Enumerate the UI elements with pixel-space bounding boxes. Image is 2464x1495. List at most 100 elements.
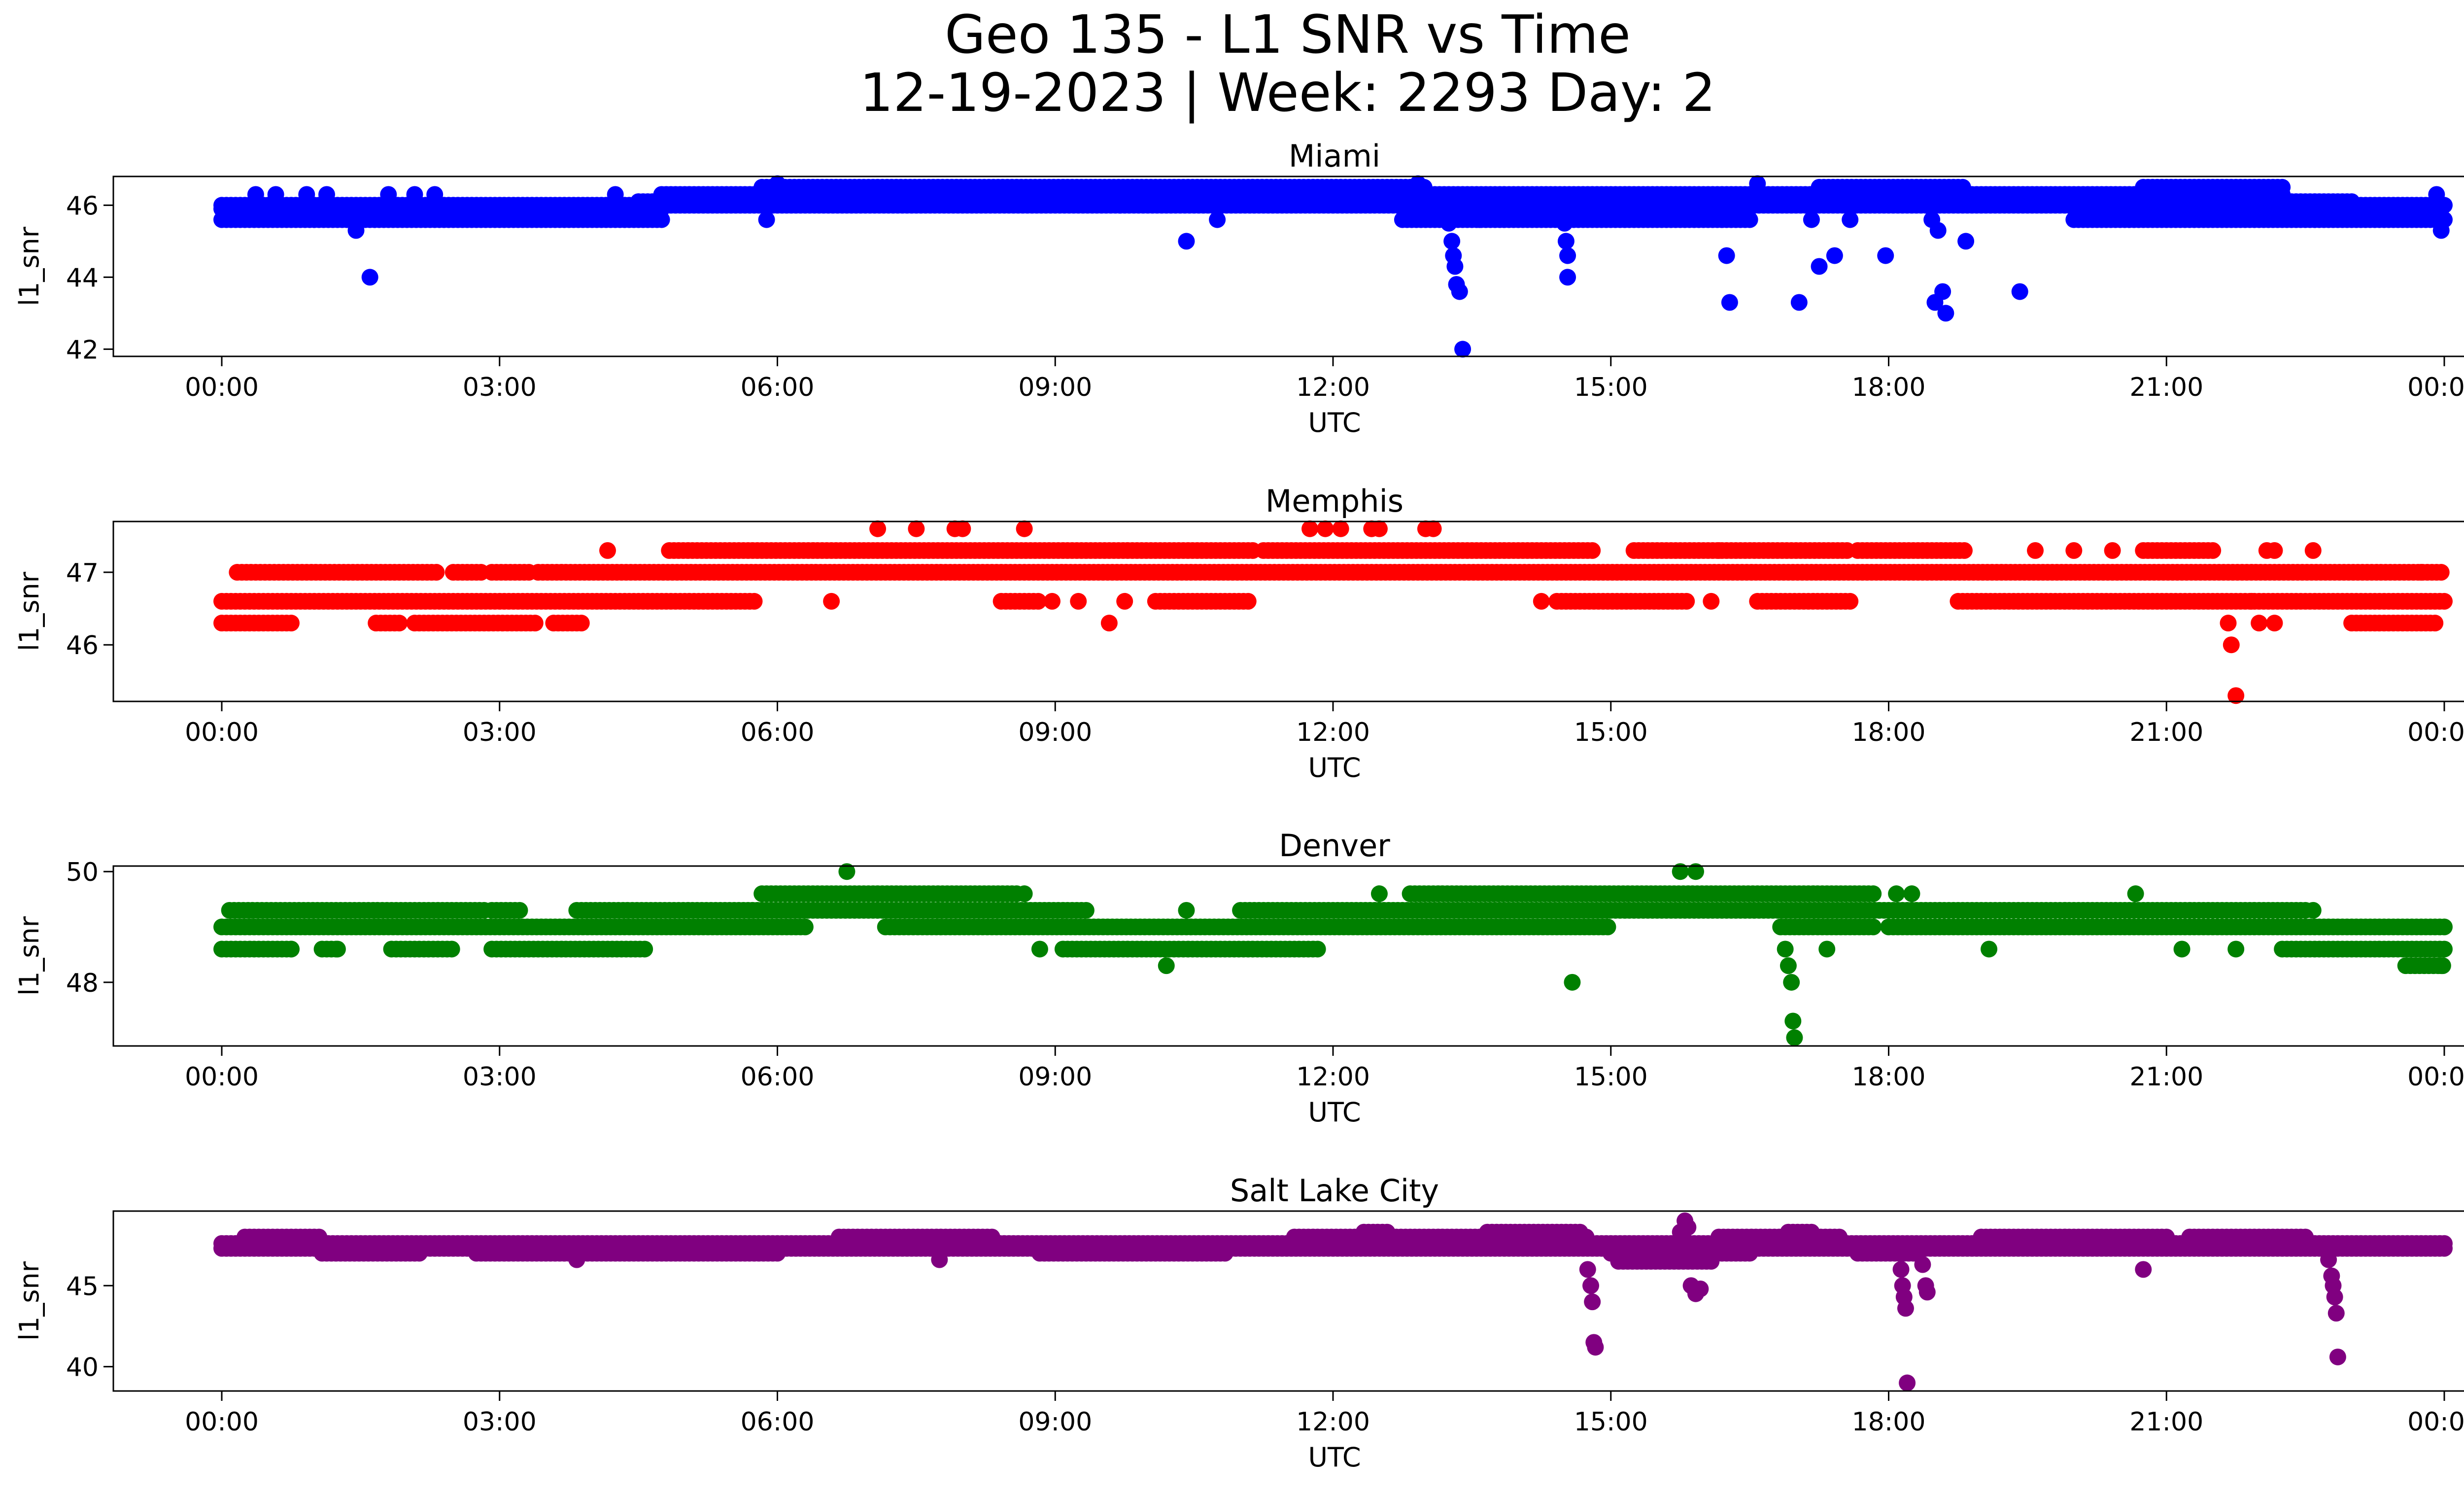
x-tick-label: 21:00 (2129, 1062, 2203, 1092)
data-point (1718, 247, 1735, 264)
y-tick-label: 47 (66, 558, 99, 588)
data-point (1446, 258, 1464, 275)
data-point (347, 222, 365, 239)
data-point (428, 564, 445, 581)
data-point (2227, 940, 2245, 958)
data-point (2266, 542, 2283, 559)
data-point (1584, 542, 1601, 559)
data-point (599, 542, 616, 559)
data-point (1409, 175, 1427, 192)
x-tick-label: 18:00 (1852, 718, 1926, 747)
data-point (2432, 957, 2450, 974)
data-point (1370, 885, 1388, 903)
subplot-title: Miami (1289, 138, 1380, 174)
data-point (1043, 592, 1061, 610)
data-point (2266, 615, 2283, 632)
data-point (1842, 211, 1859, 228)
data-point (406, 186, 423, 203)
data-point (1784, 1012, 1802, 1030)
data-point (1559, 247, 1576, 264)
data-point (1865, 885, 1882, 903)
x-axis-label: UTC (1308, 752, 1361, 783)
data-point (1783, 973, 1800, 991)
data-point (282, 940, 300, 958)
data-point (2223, 636, 2240, 654)
subplot-title: Salt Lake City (1230, 1173, 1439, 1209)
data-point (1077, 902, 1095, 919)
x-tick-label: 00:00 (185, 1062, 259, 1092)
data-point (1451, 283, 1468, 300)
data-point (2436, 918, 2453, 936)
x-tick-label: 18:00 (1852, 373, 1926, 402)
data-point (1937, 305, 1954, 322)
data-point (1981, 940, 1998, 958)
data-point (1158, 957, 1175, 974)
data-point (2274, 178, 2291, 196)
data-point (1790, 294, 1808, 311)
data-point (2413, 564, 2430, 581)
y-tick-label: 42 (66, 335, 99, 365)
x-tick-label: 06:00 (741, 1062, 815, 1092)
x-tick-label: 15:00 (1574, 373, 1648, 402)
y-tick-label: 48 (66, 969, 99, 998)
data-point (2432, 222, 2450, 239)
data-point (1016, 885, 1033, 903)
x-tick-label: 12:00 (1296, 718, 1370, 747)
data-point (796, 918, 814, 936)
data-point (247, 186, 264, 203)
data-point (2436, 592, 2453, 610)
data-point (823, 592, 840, 610)
data-point (511, 902, 528, 919)
y-axis-label: l1_snr (14, 226, 45, 306)
x-tick-label: 15:00 (1574, 1062, 1648, 1092)
data-point (1877, 247, 1894, 264)
data-point (2427, 615, 2444, 632)
subplot-title: Denver (1279, 828, 1390, 864)
x-tick-label: 00:00 (2407, 373, 2464, 402)
data-point (2220, 615, 2237, 632)
data-point (361, 269, 378, 286)
data-point (758, 211, 775, 228)
data-points (213, 520, 2453, 704)
data-point (636, 940, 653, 958)
data-point (954, 520, 971, 537)
data-point (1471, 211, 1488, 228)
data-point (1239, 592, 1257, 610)
data-point (1178, 233, 1195, 250)
x-tick-label: 18:00 (1852, 1062, 1926, 1092)
data-point (1301, 520, 1319, 537)
x-tick-label: 06:00 (741, 718, 815, 747)
data-point (1370, 520, 1388, 537)
data-point (1786, 1029, 1803, 1046)
data-point (1443, 233, 1461, 250)
data-point (1678, 592, 1695, 610)
data-point (318, 186, 335, 203)
data-point (282, 615, 300, 632)
data-point (2104, 542, 2121, 559)
x-tick-label: 09:00 (1018, 373, 1092, 402)
data-point (1309, 940, 1326, 958)
data-point (1713, 211, 1731, 228)
y-axis-label: l1_snr (14, 571, 45, 651)
data-point (2304, 902, 2322, 919)
data-point (2204, 542, 2222, 559)
x-tick-label: 00:00 (2407, 1062, 2464, 1092)
x-tick-label: 03:00 (463, 718, 537, 747)
data-points (213, 1212, 2453, 1391)
x-tick-label: 06:00 (741, 373, 815, 402)
data-point (1780, 957, 1797, 974)
data-point (769, 175, 786, 192)
data-point (1209, 211, 1226, 228)
data-point (2127, 885, 2144, 903)
data-point (1559, 269, 1576, 286)
data-point (380, 186, 397, 203)
data-point (443, 940, 460, 958)
data-points (213, 175, 2453, 358)
data-point (1826, 247, 1843, 264)
data-point (1721, 294, 1738, 311)
data-point (2343, 193, 2361, 210)
